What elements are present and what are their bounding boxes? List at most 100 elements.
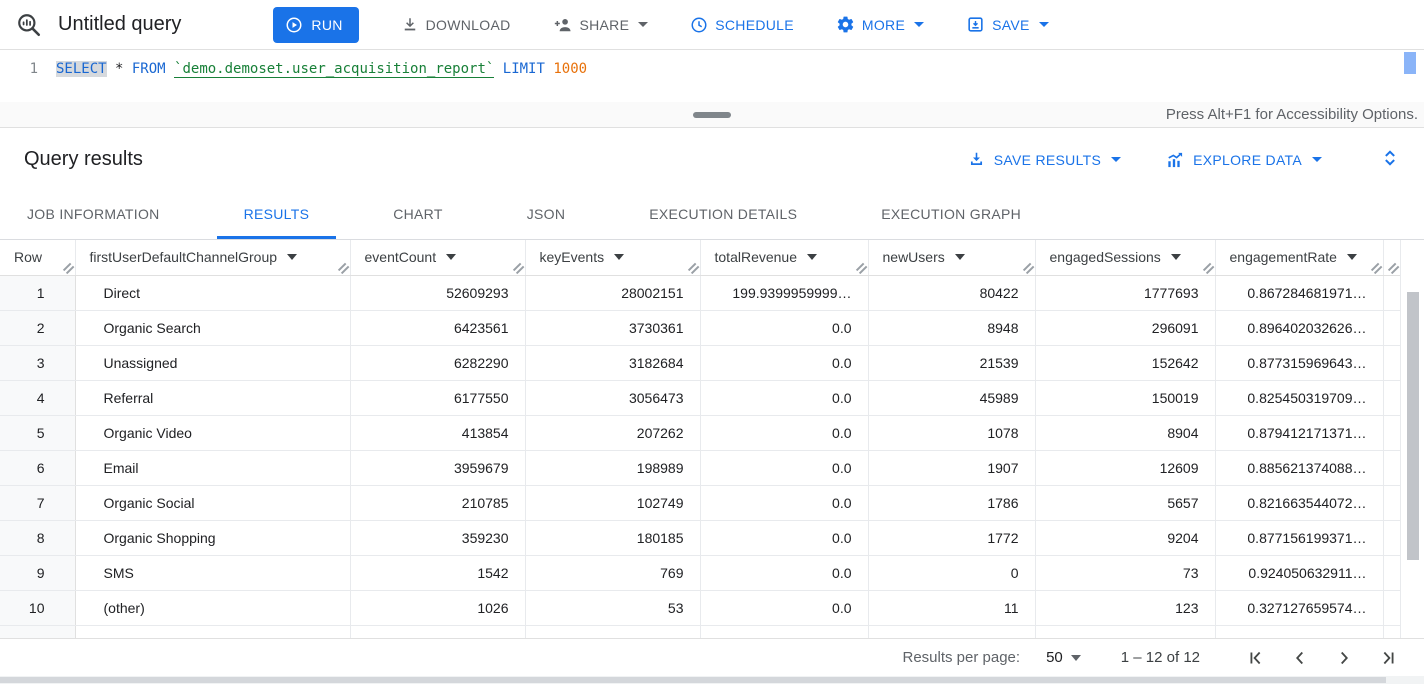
column-dropdown-caret[interactable] (954, 254, 965, 261)
cell: 11 (867, 590, 1035, 626)
cell: 3056473 (524, 380, 700, 416)
row-number-cell: 7 (0, 485, 76, 521)
first-page-button[interactable] (1234, 643, 1278, 673)
column-resize-grip[interactable] (1370, 262, 1381, 273)
play-circle-icon (286, 17, 302, 32)
table-vertical-scrollbar-thumb[interactable] (1407, 292, 1419, 560)
accessibility-hint: Press Alt+F1 for Accessibility Options. (1165, 106, 1418, 123)
row-number-cell: 4 (0, 380, 76, 416)
cell: 0.877156199371… (1214, 520, 1383, 556)
cell: 1907 (867, 450, 1035, 486)
horizontal-scrollbar-thumb[interactable] (0, 677, 1386, 683)
last-page-button[interactable] (1366, 643, 1410, 673)
schedule-button[interactable]: SCHEDULE (690, 16, 794, 34)
sql-editor[interactable]: 1 SELECT * FROM `demo.demoset.user_acqui… (0, 50, 1424, 102)
column-dropdown-caret[interactable] (1346, 254, 1357, 261)
cell: 296091 (1034, 310, 1215, 346)
more-dropdown-caret (914, 22, 925, 27)
row-number-cell: 8 (0, 520, 76, 556)
row-number-cell: 2 (0, 310, 76, 346)
download-icon (404, 17, 415, 30)
column-header-keyEvents[interactable]: keyEvents (524, 240, 700, 276)
cell: 0.825450319709… (1214, 380, 1383, 416)
column-resize-grip[interactable] (855, 262, 866, 273)
row-number-cell: 10 (0, 590, 76, 626)
column-resize-grip[interactable] (1022, 262, 1033, 273)
cell: 0.877315969643… (1214, 345, 1383, 381)
next-page-button[interactable] (1322, 643, 1366, 673)
column-resize-grip[interactable] (1387, 262, 1398, 273)
explore-data-dropdown-caret (1312, 157, 1322, 162)
column-dropdown-caret[interactable] (614, 254, 625, 261)
download-button[interactable]: DOWNLOAD (401, 16, 511, 34)
column-header-eventCount[interactable]: eventCount (349, 240, 525, 276)
collapse-results-button[interactable] (1378, 145, 1402, 174)
table-row: 5 Organic Video 413854 207262 0.0 1078 8904 0.8… (0, 415, 1400, 451)
table-row: 4 Referral 6177550 3056473 0.0 45989 150019 0.8… (0, 380, 1400, 416)
column-dropdown-caret[interactable] (446, 254, 457, 261)
cell: 0.327127659574… (1214, 590, 1383, 626)
share-button[interactable]: SHARE (553, 15, 649, 35)
save-button[interactable]: SAVE (966, 15, 1049, 34)
column-dropdown-caret[interactable] (807, 254, 818, 261)
splitter-drag-handle[interactable] (693, 111, 731, 118)
cell: 152642 (1034, 345, 1215, 381)
column-header-engagedSessions[interactable]: engagedSessions (1034, 240, 1215, 276)
query-results-header: Query results SAVE RESULTS EXPLORE DATA (0, 128, 1424, 191)
column-dropdown-caret[interactable] (287, 254, 298, 261)
run-button[interactable]: RUN (273, 6, 359, 43)
tab-job-information[interactable]: JOB INFORMATION (0, 191, 187, 239)
cell: 52609293 (349, 275, 525, 311)
page-size-value: 50 (1046, 649, 1063, 666)
tab-execution-graph[interactable]: EXECUTION GRAPH (854, 191, 1048, 239)
tab-chart[interactable]: CHART (366, 191, 469, 239)
cell: 0.0 (699, 625, 868, 638)
cell: 0.924050632911… (1214, 555, 1383, 591)
tab-results[interactable]: RESULTS (216, 191, 337, 239)
editor-scrollbar-thumb[interactable] (1404, 52, 1416, 74)
column-resize-grip[interactable] (337, 262, 348, 273)
column-header-firstUserDefaultChannelGroup[interactable]: firstUserDefaultChannelGroup (74, 240, 350, 276)
cell: Paid Social (74, 625, 350, 638)
table-vertical-scrollbar[interactable] (1400, 240, 1424, 638)
filler-cell (1382, 555, 1400, 591)
cell: 769 (524, 555, 700, 591)
sql-token-keyword-selected: SELECT (56, 61, 107, 77)
column-header-engagementRate[interactable]: engagementRate (1214, 240, 1383, 276)
horizontal-scrollbar[interactable] (0, 676, 1424, 684)
tab-json[interactable]: JSON (500, 191, 593, 239)
save-results-button[interactable]: SAVE RESULTS (967, 150, 1122, 169)
column-header-row[interactable]: Row (0, 240, 75, 276)
table-header-row: Row firstUserDefaultChannelGroup eventCoun… (0, 240, 1400, 276)
cell: 198989 (524, 450, 700, 486)
query-editor-toolbar: Untitled query RUN DOWNLOAD SHARE (0, 0, 1424, 50)
column-label: eventCount (364, 249, 437, 266)
column-resize-grip[interactable] (1202, 262, 1213, 273)
filler-cell (1382, 590, 1400, 626)
table-row: 7 Organic Social 210785 102749 0.0 1786 5657 0.… (0, 485, 1400, 521)
tab-execution-details[interactable]: EXECUTION DETAILS (622, 191, 824, 239)
cell: 9 (1034, 625, 1215, 638)
column-resize-grip[interactable] (512, 262, 523, 273)
sql-token-keyword: LIMIT (502, 61, 545, 77)
page-size-caret (1070, 654, 1081, 661)
editor-splitter-strip: Press Alt+F1 for Accessibility Options. (0, 102, 1424, 128)
save-results-icon (970, 152, 982, 166)
column-resize-grip[interactable] (62, 262, 73, 273)
sql-code-line[interactable]: SELECT * FROM `demo.demoset.user_acquisi… (56, 58, 587, 80)
column-label: engagementRate (1229, 249, 1337, 266)
column-header-newUsers[interactable]: newUsers (867, 240, 1035, 276)
filler-cell (1382, 485, 1400, 521)
cell: 1542 (349, 555, 525, 591)
column-label: Row (14, 249, 43, 266)
sql-token-plain: * (106, 61, 132, 77)
cell: 28002151 (524, 275, 700, 311)
more-button[interactable]: MORE (836, 15, 925, 34)
column-dropdown-caret[interactable] (1170, 254, 1181, 261)
column-header-totalRevenue[interactable]: totalRevenue (699, 240, 868, 276)
column-resize-grip[interactable] (687, 262, 698, 273)
unfold-icon (1385, 150, 1395, 166)
page-size-dropdown[interactable]: 50 (1046, 649, 1081, 666)
previous-page-button[interactable] (1278, 643, 1322, 673)
explore-data-button[interactable]: EXPLORE DATA (1165, 150, 1322, 170)
